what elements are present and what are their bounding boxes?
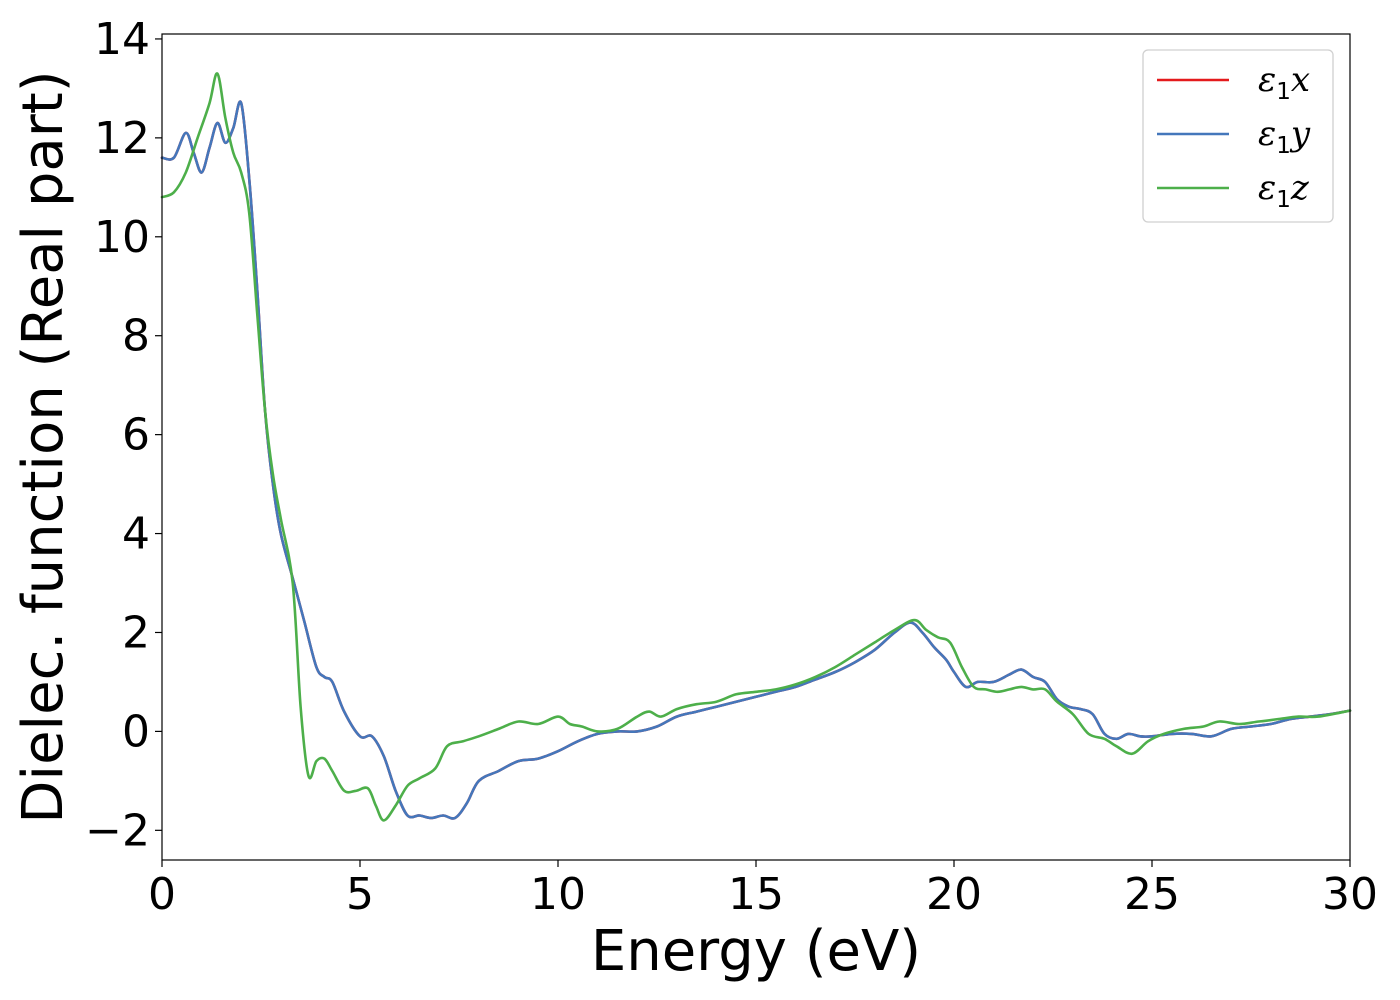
x-axis-title: Energy (eV) — [591, 919, 921, 984]
legend-label: ε1x — [1258, 60, 1310, 105]
x-tick-label: 30 — [1322, 869, 1378, 920]
y-axis-title: Dielec. function (Real part) — [11, 70, 76, 823]
y-tick-label: 10 — [94, 212, 150, 263]
y-axis: −2 0 2 4 6 8 10 12 14 — [85, 14, 162, 856]
y-tick-label: 14 — [94, 14, 150, 65]
y-tick-label: 4 — [122, 509, 150, 560]
x-tick-label: 5 — [346, 869, 374, 920]
x-axis: 0 5 10 15 20 25 30 — [148, 860, 1378, 920]
y-tick-label: 12 — [94, 113, 150, 164]
y-tick-label: 8 — [122, 311, 150, 362]
legend-frame — [1142, 49, 1334, 223]
y-tick-label: 6 — [122, 410, 150, 461]
x-tick-label: 20 — [926, 869, 982, 920]
y-tick-label: 0 — [122, 706, 150, 757]
y-tick-label: 2 — [122, 607, 150, 658]
series-lines — [160, 72, 1352, 822]
x-tick-label: 15 — [728, 869, 784, 920]
series-line-e1z — [160, 72, 1352, 822]
legend: ε1x ε1y ε1z — [1142, 49, 1334, 223]
x-tick-label: 25 — [1124, 869, 1180, 920]
y-tick-label: −2 — [85, 805, 150, 856]
x-tick-label: 10 — [530, 869, 586, 920]
x-tick-label: 0 — [148, 869, 176, 920]
legend-label: ε1y — [1258, 114, 1311, 159]
legend-label: ε1z — [1258, 168, 1310, 213]
series-line-e1y — [160, 100, 1352, 820]
